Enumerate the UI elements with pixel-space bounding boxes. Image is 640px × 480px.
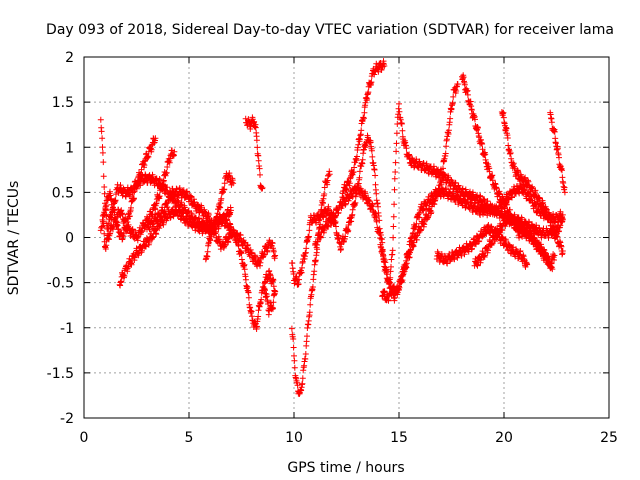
x-tick-label: 5	[185, 430, 194, 446]
series-arc-11	[312, 81, 461, 298]
marker-trace	[312, 81, 461, 298]
plot-frame	[83, 56, 610, 419]
series-arc-17	[471, 211, 566, 269]
marker-trace	[471, 211, 566, 269]
chart-title: Day 093 of 2018, Sidereal Day-to-day VTE…	[46, 22, 614, 38]
marker-trace	[498, 109, 566, 258]
y-tick-label: -1	[60, 321, 74, 337]
data-series	[97, 58, 568, 397]
series-arc-3	[99, 147, 178, 252]
x-tick-label: 25	[600, 430, 618, 446]
y-tick-label: -1.5	[47, 366, 74, 382]
y-tick-label: -2	[60, 411, 74, 427]
series-arc-7	[242, 114, 266, 192]
x-tick-label: 15	[390, 430, 408, 446]
series-arc-6	[202, 211, 279, 332]
axis-ticks: 0 5 10 15 20 25 -2 -1.5 -1 -0.5 0 0.5 1 1.5 2	[47, 50, 618, 446]
marker-trace	[242, 114, 266, 192]
y-tick-label: 1	[65, 140, 74, 156]
y-tick-label: 0	[65, 231, 74, 247]
marker-trace	[339, 58, 388, 201]
series-arc-18	[547, 109, 568, 196]
series-arc-8	[261, 286, 279, 318]
marker-trace	[547, 109, 568, 196]
marker-trace	[99, 147, 178, 252]
x-tick-label: 0	[80, 430, 89, 446]
marker-trace	[202, 211, 279, 332]
series-arc-16	[498, 109, 566, 258]
marker-trace	[261, 286, 279, 318]
y-tick-label: 1.5	[52, 95, 74, 111]
y-tick-label: -0.5	[47, 276, 74, 292]
x-axis-label: GPS time / hours	[287, 460, 404, 476]
y-tick-label: 2	[65, 50, 74, 66]
y-tick-label: 0.5	[52, 185, 74, 201]
y-axis-label: SDTVAR / TECUs	[6, 181, 22, 296]
x-tick-label: 20	[495, 430, 513, 446]
x-tick-label: 10	[285, 430, 303, 446]
series-arc-12	[339, 58, 388, 201]
